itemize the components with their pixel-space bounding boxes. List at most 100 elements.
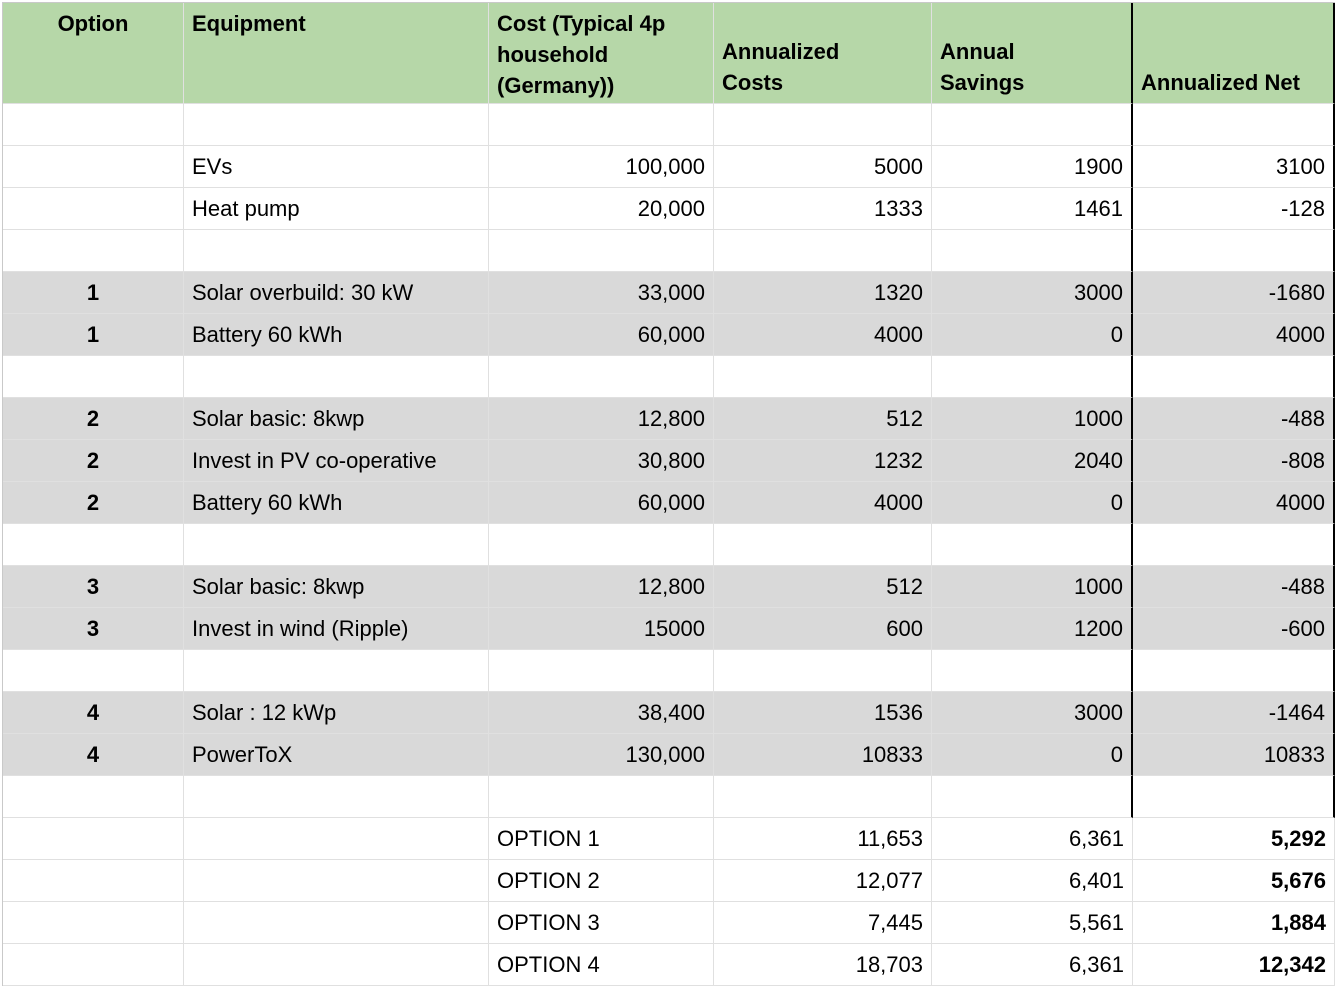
cell-annualized-costs[interactable]: 10833	[714, 734, 932, 776]
cell-equipment[interactable]: Heat pump	[184, 188, 489, 230]
cell-annual-savings[interactable]: 2040	[932, 440, 1133, 482]
cell-equipment[interactable]: Battery 60 kWh	[184, 314, 489, 356]
cell-annual-savings[interactable]: 1000	[932, 566, 1133, 608]
cell-annualized-net[interactable]: -128	[1133, 188, 1335, 230]
cell-annualized-net[interactable]: -1464	[1133, 692, 1335, 734]
column-header-annualized-net[interactable]: Annualized Net	[1133, 3, 1335, 104]
cell-cost[interactable]: 12,800	[489, 566, 714, 608]
cell-equipment[interactable]: Solar overbuild: 30 kW	[184, 272, 489, 314]
cell-equipment[interactable]: EVs	[184, 146, 489, 188]
cell-annualized-costs[interactable]: 512	[714, 398, 932, 440]
cell-annualized-net[interactable]: -600	[1133, 608, 1335, 650]
cell-cost[interactable]	[489, 230, 714, 272]
cell-annualized-net[interactable]: -488	[1133, 398, 1335, 440]
cell-annualized-net[interactable]: 3100	[1133, 146, 1335, 188]
cell-equipment[interactable]: Battery 60 kWh	[184, 482, 489, 524]
cell-annualized-costs[interactable]: 5000	[714, 146, 932, 188]
cell-annual-savings[interactable]: 6,401	[932, 860, 1133, 902]
cell-option[interactable]: 1	[3, 314, 184, 356]
cell-equipment[interactable]: Invest in wind (Ripple)	[184, 608, 489, 650]
cell-equipment[interactable]	[184, 860, 489, 902]
cell-annualized-net[interactable]: 10833	[1133, 734, 1335, 776]
cell-annualized-costs[interactable]	[714, 776, 932, 818]
cell-cost[interactable]: OPTION 1	[489, 818, 714, 860]
cell-annual-savings[interactable]: 1461	[932, 188, 1133, 230]
cell-option[interactable]	[3, 818, 184, 860]
cell-annual-savings[interactable]: 6,361	[932, 944, 1133, 986]
cell-annual-savings[interactable]	[932, 104, 1133, 146]
cell-annualized-net[interactable]: -1680	[1133, 272, 1335, 314]
cell-annualized-net[interactable]: -488	[1133, 566, 1335, 608]
cell-option[interactable]: 1	[3, 272, 184, 314]
cell-annual-savings[interactable]: 1900	[932, 146, 1133, 188]
cell-cost[interactable]: 20,000	[489, 188, 714, 230]
cell-annualized-net[interactable]: 12,342	[1133, 944, 1335, 986]
cell-option[interactable]: 2	[3, 482, 184, 524]
cell-equipment[interactable]	[184, 818, 489, 860]
cell-equipment[interactable]	[184, 902, 489, 944]
cell-equipment[interactable]	[184, 944, 489, 986]
cell-cost[interactable]: 33,000	[489, 272, 714, 314]
cell-annual-savings[interactable]: 3000	[932, 692, 1133, 734]
cell-option[interactable]	[3, 902, 184, 944]
cell-option[interactable]: 2	[3, 440, 184, 482]
column-header-annual-savings[interactable]: Annual Savings	[932, 3, 1133, 104]
cell-option[interactable]	[3, 104, 184, 146]
cell-option[interactable]	[3, 776, 184, 818]
cell-option[interactable]	[3, 188, 184, 230]
cell-equipment[interactable]: Invest in PV co-operative	[184, 440, 489, 482]
cell-annual-savings[interactable]: 0	[932, 734, 1133, 776]
cell-annual-savings[interactable]: 1200	[932, 608, 1133, 650]
cell-annualized-net[interactable]	[1133, 356, 1335, 398]
cell-cost[interactable]: OPTION 3	[489, 902, 714, 944]
cell-annualized-costs[interactable]: 11,653	[714, 818, 932, 860]
column-header-equipment[interactable]: Equipment	[184, 3, 489, 104]
cell-annual-savings[interactable]	[932, 356, 1133, 398]
cell-cost[interactable]: 12,800	[489, 398, 714, 440]
cell-annualized-costs[interactable]: 1232	[714, 440, 932, 482]
cell-equipment[interactable]	[184, 230, 489, 272]
cell-option[interactable]	[3, 944, 184, 986]
cell-annualized-costs[interactable]: 1320	[714, 272, 932, 314]
cell-annualized-net[interactable]: 5,676	[1133, 860, 1335, 902]
cell-equipment[interactable]: Solar : 12 kWp	[184, 692, 489, 734]
cell-annual-savings[interactable]: 3000	[932, 272, 1133, 314]
cell-equipment[interactable]	[184, 356, 489, 398]
cell-annualized-net[interactable]	[1133, 524, 1335, 566]
cell-equipment[interactable]: Solar basic: 8kwp	[184, 398, 489, 440]
cell-equipment[interactable]	[184, 104, 489, 146]
cell-annualized-net[interactable]	[1133, 230, 1335, 272]
cell-annual-savings[interactable]	[932, 776, 1133, 818]
cell-annualized-costs[interactable]: 1333	[714, 188, 932, 230]
cell-annual-savings[interactable]	[932, 230, 1133, 272]
cell-option[interactable]	[3, 650, 184, 692]
cell-cost[interactable]: OPTION 4	[489, 944, 714, 986]
cell-annualized-costs[interactable]: 18,703	[714, 944, 932, 986]
cell-cost[interactable]: 38,400	[489, 692, 714, 734]
cell-annual-savings[interactable]: 6,361	[932, 818, 1133, 860]
cell-equipment[interactable]	[184, 524, 489, 566]
cell-annualized-net[interactable]	[1133, 104, 1335, 146]
cell-cost[interactable]: 100,000	[489, 146, 714, 188]
cell-annualized-net[interactable]: 4000	[1133, 482, 1335, 524]
cell-option[interactable]: 3	[3, 608, 184, 650]
cell-annual-savings[interactable]	[932, 650, 1133, 692]
cell-annualized-net[interactable]: -808	[1133, 440, 1335, 482]
cell-annualized-costs[interactable]: 512	[714, 566, 932, 608]
cell-annualized-costs[interactable]	[714, 356, 932, 398]
cell-equipment[interactable]: Solar basic: 8kwp	[184, 566, 489, 608]
cell-annualized-costs[interactable]	[714, 650, 932, 692]
cell-annualized-net[interactable]	[1133, 650, 1335, 692]
cell-annualized-costs[interactable]: 12,077	[714, 860, 932, 902]
cell-cost[interactable]: 130,000	[489, 734, 714, 776]
cell-annualized-net[interactable]: 5,292	[1133, 818, 1335, 860]
cell-annual-savings[interactable]: 0	[932, 314, 1133, 356]
cell-cost[interactable]	[489, 524, 714, 566]
cell-annualized-net[interactable]	[1133, 776, 1335, 818]
cell-annualized-costs[interactable]: 4000	[714, 314, 932, 356]
cell-annualized-costs[interactable]	[714, 230, 932, 272]
cell-annual-savings[interactable]: 0	[932, 482, 1133, 524]
cell-option[interactable]: 3	[3, 566, 184, 608]
cell-option[interactable]	[3, 146, 184, 188]
cell-annual-savings[interactable]: 5,561	[932, 902, 1133, 944]
